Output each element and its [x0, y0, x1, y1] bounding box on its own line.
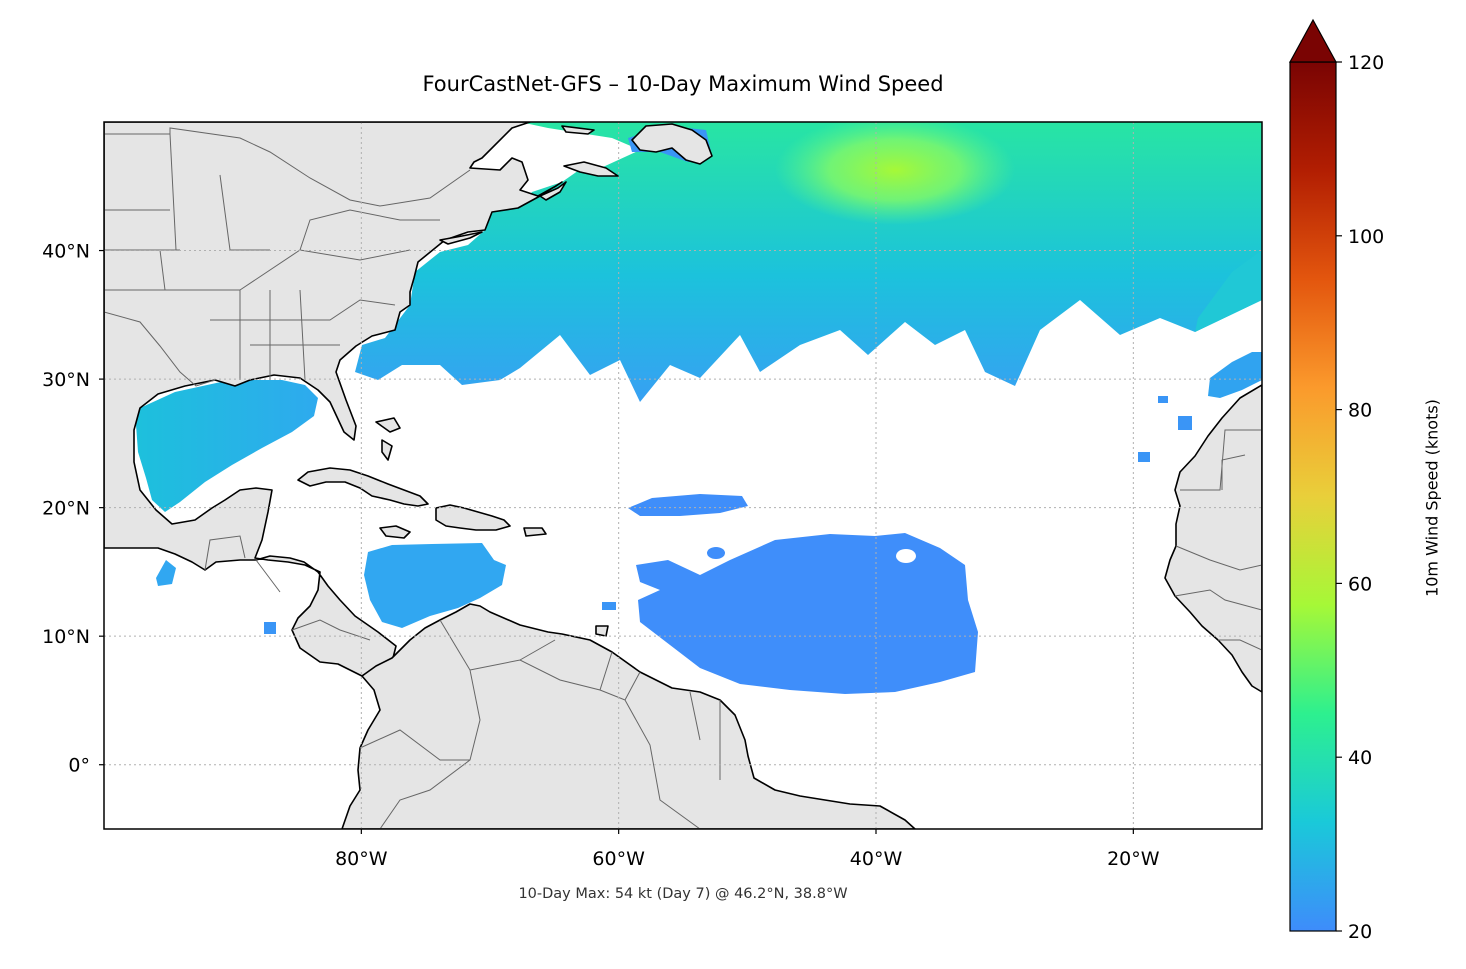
land-bahamas: [381, 439, 393, 461]
gridlines: [104, 122, 1262, 829]
lon-tick-label: 60°W: [592, 848, 645, 870]
land-pei: [561, 125, 595, 135]
colorbar-gradient: [1289, 61, 1337, 932]
colorbar-tick-label: 20: [1348, 921, 1372, 943]
land-north-america: [104, 122, 563, 677]
wind-gulf-of-mexico: [136, 380, 318, 512]
colorbar: 20 40 60 80 100 120: [1288, 18, 1384, 943]
lat-tick-label: 20°N: [42, 498, 90, 520]
political-borders: [104, 127, 1262, 829]
land-trinidad: [595, 625, 609, 637]
land-newfoundland: [631, 123, 713, 165]
wind-hole: [896, 549, 916, 563]
longitude-labels: 80°W 60°W 40°W 20°W: [335, 829, 1160, 870]
land-cape-breton: [563, 161, 619, 177]
max-wind-annotation: 10-Day Max: 54 kt (Day 7) @ 46.2°N, 38.8…: [518, 886, 848, 902]
wind-patch-small: [707, 547, 725, 559]
lon-tick-label: 20°W: [1107, 848, 1160, 870]
map-frame: [103, 121, 1263, 830]
colorbar-tick-label: 40: [1348, 747, 1372, 769]
wind-field: [136, 122, 1262, 694]
wind-tropical-atlantic: [636, 533, 978, 694]
colorbar-ticks: 20 40 60 80 100 120: [1336, 52, 1384, 943]
lat-tick-label: 40°N: [42, 241, 90, 263]
border-us-canada: [104, 127, 471, 207]
lat-tick-label: 0°: [68, 755, 90, 777]
wind-north-atlantic-band: [355, 122, 1262, 402]
colorbar-tick-label: 80: [1348, 400, 1372, 422]
lat-tick-label: 30°N: [42, 369, 90, 391]
land-cuba: [297, 467, 429, 507]
wind-speck: [602, 602, 616, 610]
border-south-america: [359, 619, 721, 829]
lon-tick-label: 40°W: [850, 848, 903, 870]
land-long-island: [439, 231, 483, 245]
wind-speck: [264, 622, 276, 634]
colorbar-tick-label: 100: [1348, 226, 1384, 248]
wind-speck: [1138, 452, 1150, 462]
colorbar-tick-label: 60: [1348, 573, 1372, 595]
wind-band-eastern-tongue: [1195, 250, 1262, 332]
border-africa: [1174, 429, 1262, 651]
land-bahamas: [375, 417, 401, 433]
land-nova-scotia: [539, 181, 567, 201]
lat-tick-label: 10°N: [42, 626, 90, 648]
colorbar-tick-label: 120: [1348, 52, 1384, 74]
wind-maximum-core: [775, 122, 1015, 225]
land-africa: [1164, 384, 1262, 693]
colorbar-label: 10m Wind Speed (knots): [1422, 399, 1442, 597]
wind-caribbean-sea: [364, 543, 506, 628]
map-title: FourCastNet-GFS – 10-Day Maximum Wind Sp…: [422, 72, 944, 96]
land-south-america: [341, 603, 916, 829]
state-lines: [104, 133, 440, 381]
latitude-labels: 40°N 30°N 20°N 10°N 0°: [42, 241, 104, 777]
border-central-america: [204, 535, 371, 641]
land: [104, 122, 1262, 829]
land-jamaica: [379, 525, 411, 539]
map-panel: [104, 122, 1262, 829]
wind-canary-islands: [1208, 352, 1262, 398]
wind-speck: [1178, 416, 1192, 430]
land-puerto-rico: [523, 527, 547, 537]
colorbar-extend-arrow: [1288, 18, 1338, 63]
lon-tick-label: 80°W: [335, 848, 388, 870]
wind-speck: [156, 560, 176, 586]
wind-speck: [1158, 396, 1168, 403]
border-us-mexico: [104, 311, 216, 387]
wind-tropical-atlantic-north: [628, 494, 748, 516]
